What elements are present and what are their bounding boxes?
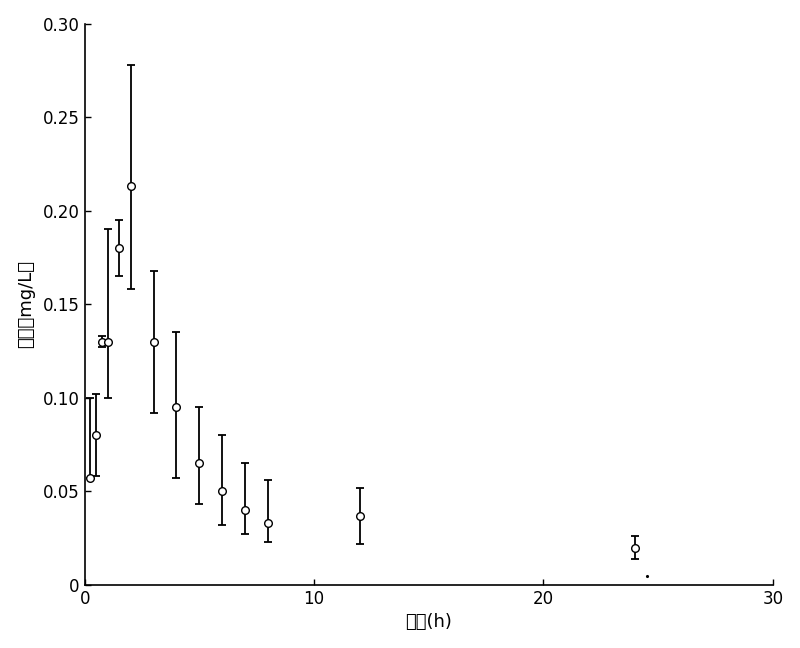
X-axis label: 时间(h): 时间(h) xyxy=(406,614,452,631)
Y-axis label: 浓度（mg/L）: 浓度（mg/L） xyxy=(17,260,34,348)
